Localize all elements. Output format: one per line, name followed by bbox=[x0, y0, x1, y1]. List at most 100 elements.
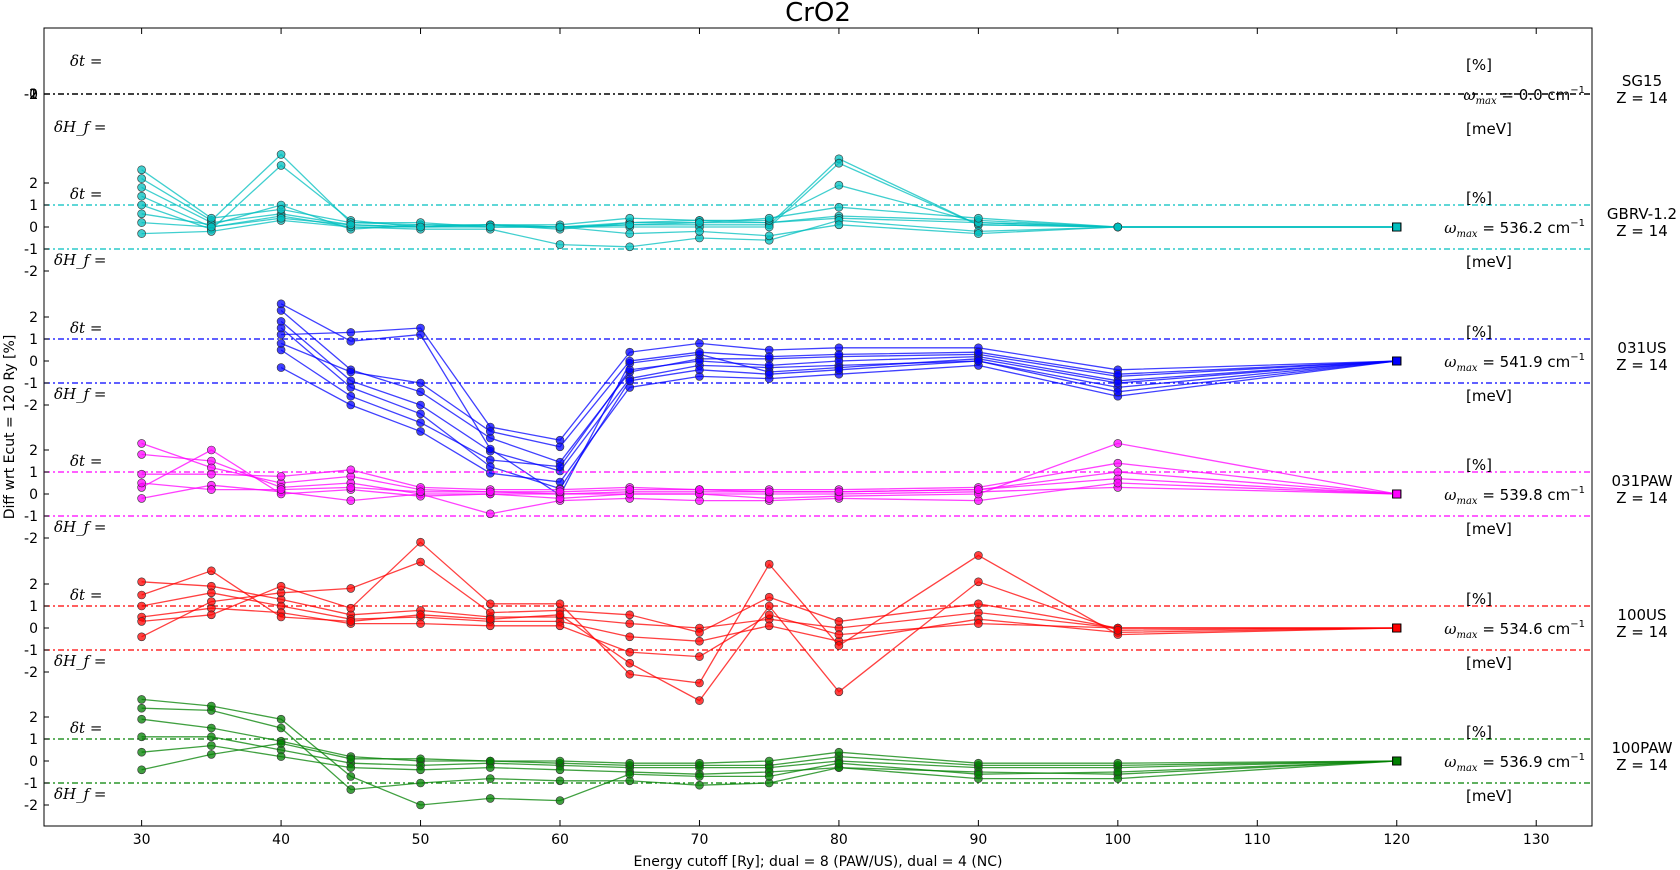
x-tick-label: 90 bbox=[969, 832, 987, 848]
data-point bbox=[416, 557, 425, 567]
delta-t-label: δt = bbox=[70, 319, 102, 337]
data-point bbox=[276, 714, 286, 724]
data-point bbox=[137, 695, 146, 704]
data-point bbox=[695, 636, 704, 646]
plot-area-frame bbox=[43, 27, 1593, 827]
data-point bbox=[695, 780, 704, 790]
data-point bbox=[416, 610, 425, 620]
series-line bbox=[280, 327, 1397, 490]
series-line bbox=[280, 349, 1397, 468]
data-point bbox=[834, 220, 844, 230]
delta-hf-label: δH_f = bbox=[54, 518, 107, 536]
omega-max-label: ωmax = 0.0 cm−1 bbox=[1463, 85, 1585, 107]
data-point bbox=[695, 696, 704, 705]
data-point bbox=[416, 222, 425, 232]
mev-unit: [meV] bbox=[1466, 120, 1512, 138]
series-line bbox=[141, 186, 1397, 228]
data-point bbox=[834, 617, 844, 626]
data-point bbox=[695, 227, 704, 236]
series-name-label: 031US bbox=[1617, 339, 1666, 357]
data-point bbox=[416, 427, 425, 436]
data-point bbox=[207, 588, 216, 598]
series-line bbox=[141, 462, 1397, 495]
data-point bbox=[695, 339, 704, 348]
data-point bbox=[625, 632, 635, 642]
data-point bbox=[276, 363, 286, 372]
y-tick-label: -2 bbox=[24, 264, 38, 280]
series-name-label: 031PAW bbox=[1612, 472, 1673, 490]
data-point bbox=[346, 785, 356, 794]
data-point bbox=[555, 621, 565, 631]
data-point bbox=[207, 741, 216, 750]
data-point bbox=[1113, 378, 1123, 388]
data-point bbox=[695, 652, 704, 661]
data-point bbox=[1392, 356, 1402, 366]
data-point bbox=[276, 150, 286, 159]
data-point bbox=[834, 687, 844, 697]
data-point bbox=[625, 347, 635, 357]
data-point bbox=[207, 469, 216, 479]
data-point bbox=[625, 229, 635, 238]
delta-t-label: δt = bbox=[70, 586, 102, 604]
data-point bbox=[974, 599, 983, 609]
data-point bbox=[276, 213, 286, 223]
data-point bbox=[207, 750, 216, 759]
data-point bbox=[834, 365, 844, 375]
data-point bbox=[764, 621, 774, 631]
percent-unit: [%] bbox=[1466, 189, 1492, 207]
delta-t-label: δt = bbox=[70, 185, 102, 203]
y-tick-label: 1 bbox=[29, 465, 38, 481]
data-point bbox=[1113, 222, 1123, 232]
data-point bbox=[555, 756, 565, 766]
series-line bbox=[141, 698, 1397, 806]
data-point bbox=[346, 220, 356, 230]
series-line bbox=[280, 303, 1397, 497]
data-point bbox=[834, 758, 844, 768]
x-tick-label: 60 bbox=[551, 832, 569, 848]
data-point bbox=[764, 559, 774, 569]
y-tick-label: -1 bbox=[24, 376, 38, 392]
data-point bbox=[695, 678, 704, 688]
data-point bbox=[625, 485, 635, 494]
data-point bbox=[695, 485, 704, 494]
data-point bbox=[764, 487, 774, 497]
data-point bbox=[834, 350, 844, 359]
data-point bbox=[485, 487, 495, 497]
y-tick-label: 0 bbox=[29, 754, 38, 770]
y-tick-label: 0 bbox=[29, 87, 38, 103]
data-point bbox=[207, 566, 216, 576]
data-point bbox=[137, 703, 146, 713]
data-point bbox=[1113, 439, 1123, 448]
percent-unit: [%] bbox=[1466, 456, 1492, 474]
data-point bbox=[137, 494, 146, 503]
data-point bbox=[416, 619, 425, 628]
y-tick-label: 2 bbox=[29, 710, 38, 726]
data-point bbox=[695, 218, 704, 227]
data-point bbox=[346, 754, 356, 764]
data-point bbox=[555, 240, 565, 249]
data-point bbox=[695, 347, 704, 357]
delta-hf-label: δH_f = bbox=[54, 652, 107, 670]
x-axis: 30 40 50 60 70 80 90 100 110 120 130 bbox=[133, 28, 1550, 848]
data-point bbox=[485, 599, 495, 609]
data-point bbox=[346, 584, 356, 593]
data-point bbox=[416, 800, 425, 810]
series-line bbox=[141, 162, 1397, 230]
data-point bbox=[834, 641, 844, 650]
series-line bbox=[141, 592, 1397, 642]
data-point bbox=[346, 328, 356, 337]
data-point bbox=[1113, 767, 1123, 777]
y-tick-label: 1 bbox=[29, 599, 38, 615]
data-point bbox=[974, 485, 983, 494]
y-tick-label: 0 bbox=[29, 487, 38, 503]
delta-hf-label: δH_f = bbox=[54, 385, 107, 403]
data-point bbox=[1113, 625, 1123, 635]
y-tick-label: -2 bbox=[24, 798, 38, 814]
y-tick-label: -2 bbox=[24, 398, 38, 414]
data-point bbox=[974, 356, 983, 366]
x-tick-label: 40 bbox=[272, 832, 290, 848]
data-point bbox=[764, 592, 774, 602]
series-line bbox=[141, 471, 1397, 495]
data-point bbox=[625, 758, 635, 768]
data-point bbox=[207, 213, 216, 223]
